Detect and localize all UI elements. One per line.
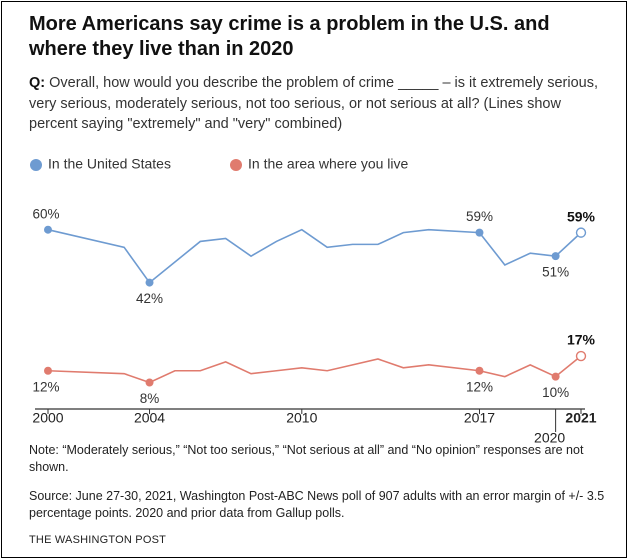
series-line xyxy=(47,355,582,384)
value-label: 12% xyxy=(466,379,493,394)
point xyxy=(44,366,53,375)
value-label: 42% xyxy=(136,291,163,306)
question-label: Q: xyxy=(29,75,46,91)
legend-marker xyxy=(230,159,242,171)
point xyxy=(475,228,484,237)
value-label: 8% xyxy=(140,391,160,406)
source: Source: June 27-30, 2021, Washington Pos… xyxy=(29,489,605,520)
point xyxy=(575,227,587,238)
legend-label: In the United States xyxy=(48,156,171,172)
point xyxy=(551,252,560,261)
point xyxy=(475,366,484,375)
chart-title: More Americans say crime is a problem in… xyxy=(29,13,550,60)
value-label: 59% xyxy=(466,209,493,224)
x-tick-label: 2010 xyxy=(286,410,317,426)
point xyxy=(575,350,587,362)
note: Note: “Moderately serious,” “Not too ser… xyxy=(29,443,584,474)
point xyxy=(145,278,154,287)
credit: THE WASHINGTON POST xyxy=(29,534,167,546)
value-label: 60% xyxy=(32,206,59,221)
value-label: 59% xyxy=(567,208,596,224)
question: Q: Overall, how would you describe the p… xyxy=(29,73,609,135)
value-label: 10% xyxy=(542,385,569,400)
value-label: 51% xyxy=(542,265,569,280)
point xyxy=(44,225,53,234)
subtitle: Overall, how would you describe the prob… xyxy=(29,75,598,132)
point xyxy=(145,378,154,387)
legend-label: In the area where you live xyxy=(248,156,409,172)
value-label: 12% xyxy=(32,379,59,394)
point xyxy=(551,372,560,381)
x-tick-label: 2000 xyxy=(32,410,63,426)
x-tick-label: 2004 xyxy=(134,410,165,426)
x-tick-label: 2021 xyxy=(565,410,596,426)
x-tick-label: 2017 xyxy=(464,410,495,426)
legend-marker xyxy=(30,159,42,171)
x-tick-label: 2020 xyxy=(534,430,565,446)
series-line xyxy=(47,228,582,284)
value-label: 17% xyxy=(567,332,596,348)
